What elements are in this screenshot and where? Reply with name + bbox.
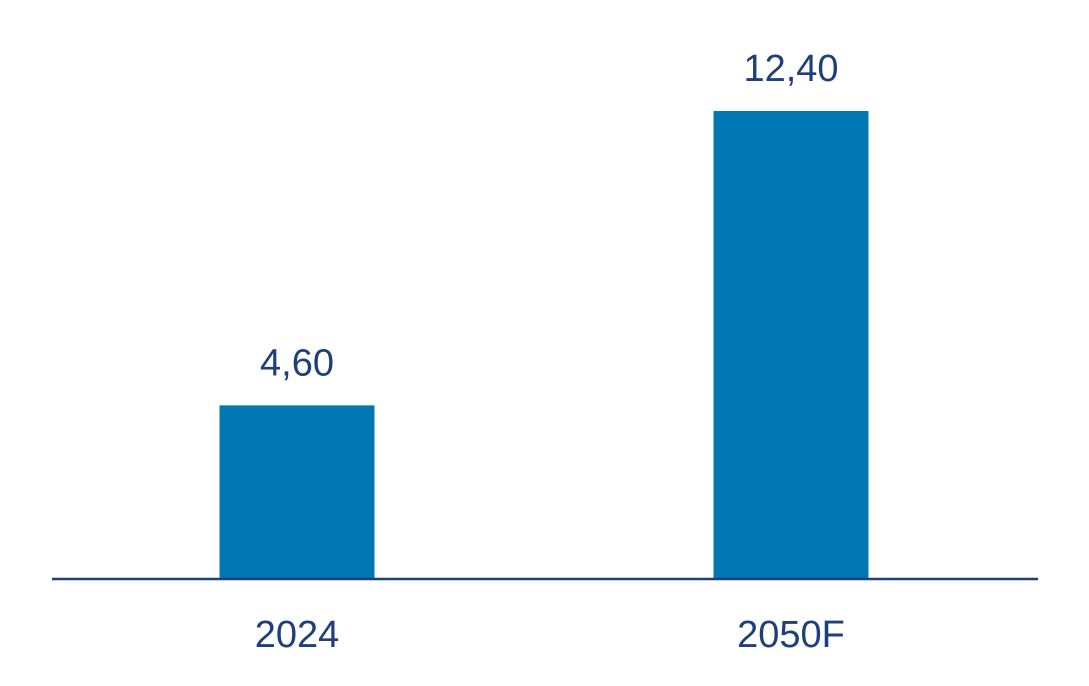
bar-2050f	[713, 111, 869, 579]
x-tick-label-2024: 2024	[255, 614, 340, 656]
bars-layer	[219, 111, 869, 579]
bar-2024	[219, 405, 375, 579]
value-label-2050f: 12,40	[743, 48, 838, 90]
value-label-2024: 4,60	[260, 342, 334, 384]
value-labels-layer: 4,60 12,40	[260, 48, 839, 384]
tick-labels-layer: 2024 2050F	[255, 614, 845, 656]
x-tick-label-2050f: 2050F	[737, 614, 845, 656]
